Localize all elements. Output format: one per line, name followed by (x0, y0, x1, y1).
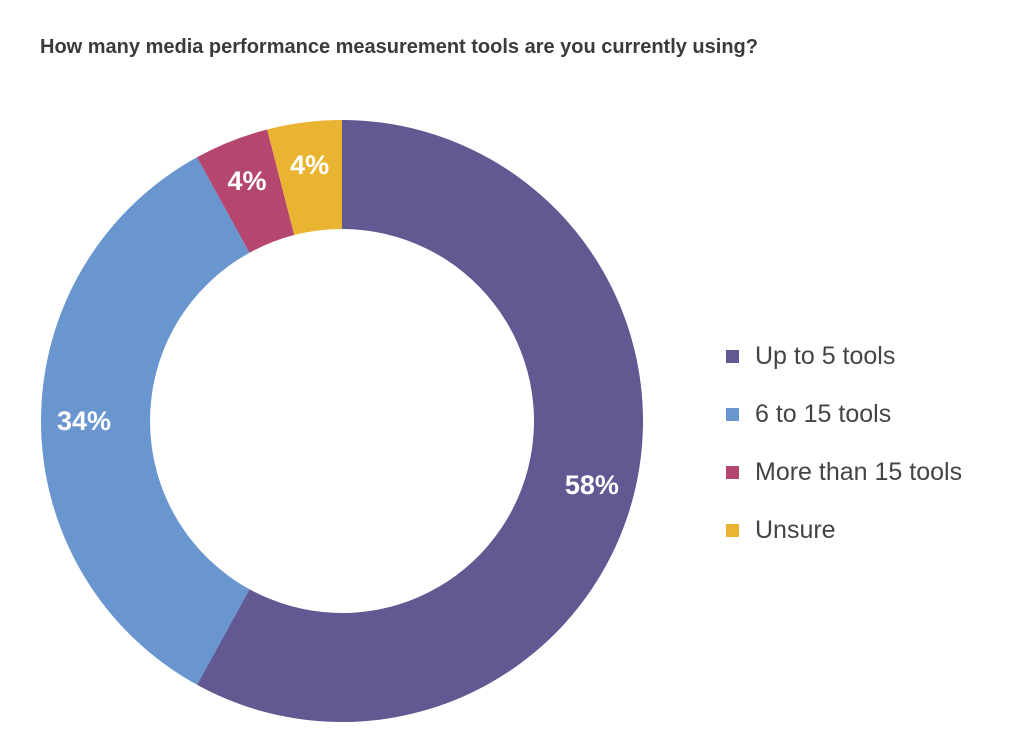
donut-slices (40, 120, 644, 722)
legend-label: Up to 5 tools (755, 341, 896, 370)
legend-swatch (726, 465, 739, 479)
slice-up-to-5-tools (196, 120, 644, 722)
slice-label-up-to-5-tools: 58% (565, 470, 619, 500)
legend-item-up-to-5-tools: Up to 5 tools (726, 327, 962, 385)
donut-labels: 58% 34% 4% 4% (57, 150, 619, 500)
legend-item-unsure: Unsure (726, 501, 962, 559)
chart-legend: Up to 5 tools 6 to 15 tools More than 15 t… (726, 327, 962, 559)
slice-6-to-15-tools (40, 157, 250, 685)
legend-label: Unsure (755, 515, 836, 544)
legend-item-6-to-15-tools: 6 to 15 tools (726, 385, 962, 443)
slice-label-more-than-15-tools: 4% (228, 166, 267, 196)
legend-label: 6 to 15 tools (755, 399, 892, 428)
legend-swatch (726, 407, 739, 421)
legend-swatch (726, 523, 739, 537)
legend-swatch (726, 349, 739, 363)
legend-label: More than 15 tools (755, 457, 963, 486)
chart-title: How many media performance measurement t… (40, 36, 758, 58)
slice-unsure (267, 120, 342, 236)
slice-label-unsure: 4% (290, 150, 329, 180)
slice-label-6-to-15-tools: 34% (57, 406, 111, 436)
legend-item-more-than-15-tools: More than 15 tools (726, 443, 962, 501)
slice-more-than-15-tools (196, 129, 295, 253)
